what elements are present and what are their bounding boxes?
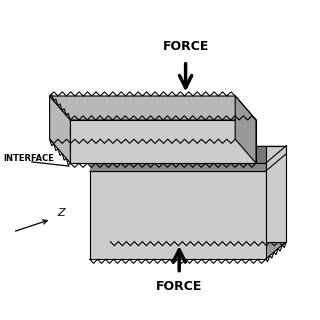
Text: FORCE: FORCE <box>156 280 202 293</box>
Polygon shape <box>70 120 256 163</box>
Polygon shape <box>235 96 256 163</box>
Polygon shape <box>90 171 266 259</box>
Polygon shape <box>90 154 286 171</box>
Polygon shape <box>50 96 256 120</box>
Polygon shape <box>90 163 266 171</box>
Polygon shape <box>266 154 286 259</box>
Polygon shape <box>266 146 286 171</box>
Text: VIBRATION DIRECTION: VIBRATION DIRECTION <box>108 151 221 160</box>
Text: FORCE: FORCE <box>163 40 209 53</box>
Text: INTERFACE: INTERFACE <box>3 154 54 163</box>
Polygon shape <box>90 146 286 163</box>
Polygon shape <box>50 96 70 163</box>
Text: Z: Z <box>58 208 65 218</box>
Polygon shape <box>266 146 286 242</box>
Polygon shape <box>235 96 256 163</box>
